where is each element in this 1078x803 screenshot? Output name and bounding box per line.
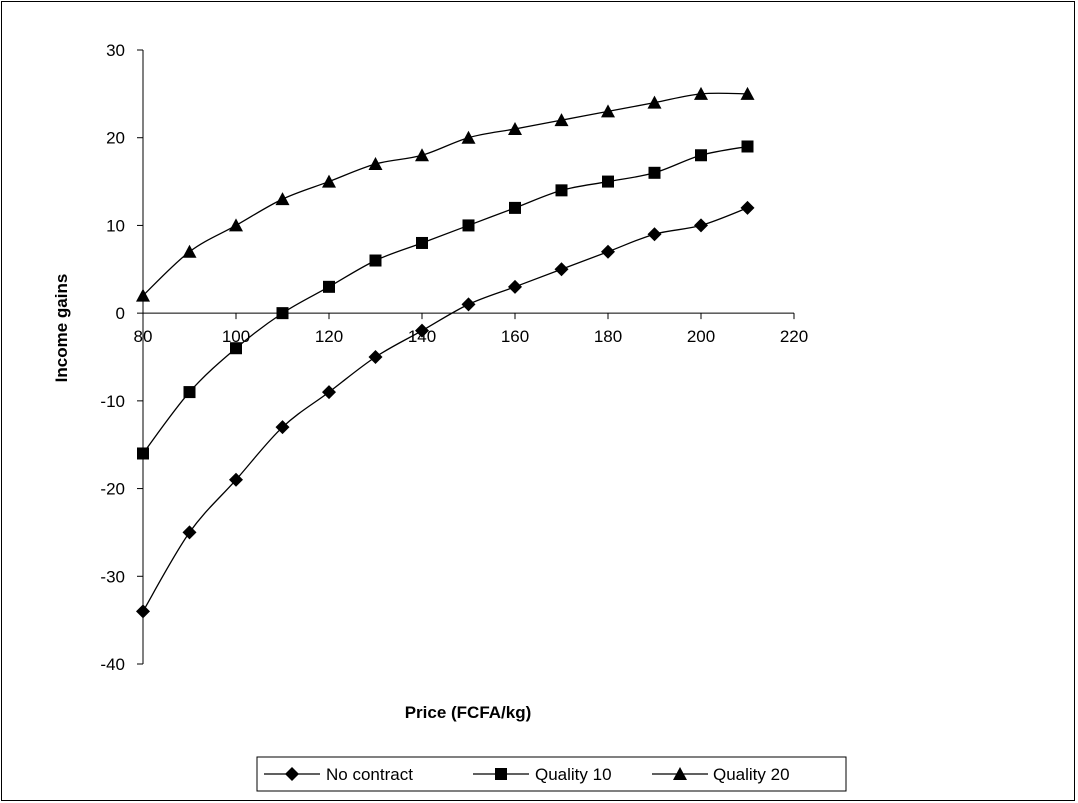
data-point xyxy=(136,604,150,619)
data-point xyxy=(695,149,707,162)
data-point xyxy=(183,386,196,399)
data-point xyxy=(741,140,754,153)
data-point xyxy=(322,385,336,400)
y-tick-label: -10 xyxy=(100,392,125,411)
data-point xyxy=(508,279,522,294)
data-point xyxy=(554,113,569,127)
data-point xyxy=(136,288,150,302)
data-point xyxy=(647,227,662,242)
y-tick-label: 0 xyxy=(116,304,125,323)
data-point xyxy=(555,184,568,197)
series-quality-20 xyxy=(136,86,755,302)
data-point xyxy=(275,192,290,206)
data-point xyxy=(509,201,521,214)
data-point xyxy=(182,525,197,540)
data-point xyxy=(602,175,614,188)
data-point xyxy=(369,254,382,267)
legend-box xyxy=(256,756,847,792)
data-point xyxy=(323,280,335,293)
data-point xyxy=(275,420,290,435)
y-tick-label: 10 xyxy=(106,216,125,235)
y-tick-label: -40 xyxy=(100,655,125,674)
data-point xyxy=(415,323,429,338)
legend-marker xyxy=(673,767,687,780)
data-point xyxy=(230,342,242,355)
data-point xyxy=(461,297,476,312)
data-point xyxy=(462,219,475,232)
data-point xyxy=(229,472,243,487)
y-tick-label: -30 xyxy=(100,567,125,586)
data-point xyxy=(740,200,755,215)
axes: 3020100-10-20-30-40801001201401601802002… xyxy=(100,41,808,674)
legend: No contract Quality 10 Quality 20 xyxy=(256,756,847,792)
x-axis-title: Price (FCFA/kg) xyxy=(405,703,532,722)
series-layer xyxy=(136,86,755,619)
y-tick-label: 30 xyxy=(106,41,125,60)
data-point xyxy=(601,104,615,118)
data-point xyxy=(416,236,428,249)
legend-label: No contract xyxy=(326,765,413,784)
series-line xyxy=(142,92,748,297)
x-tick-label: 180 xyxy=(594,327,622,346)
y-axis-title: Income gains xyxy=(52,274,71,383)
y-tick-label: 20 xyxy=(106,129,125,148)
x-tick-label: 100 xyxy=(222,327,250,346)
data-point xyxy=(694,86,708,100)
x-tick-label: 80 xyxy=(134,327,153,346)
data-point xyxy=(508,121,522,135)
data-point xyxy=(647,95,662,109)
data-point xyxy=(182,244,197,258)
data-point xyxy=(648,166,661,179)
series-quality-10 xyxy=(137,140,754,460)
data-point xyxy=(276,307,289,320)
data-point xyxy=(461,130,476,144)
data-point xyxy=(415,148,429,162)
legend-label: Quality 20 xyxy=(713,765,790,784)
x-tick-label: 200 xyxy=(687,327,715,346)
x-tick-label: 160 xyxy=(501,327,529,346)
data-point xyxy=(229,218,243,232)
data-point xyxy=(368,157,383,171)
data-point xyxy=(740,86,755,100)
data-point xyxy=(601,244,615,259)
legend-marker xyxy=(495,768,507,780)
y-tick-label: -20 xyxy=(100,480,125,499)
series-line xyxy=(142,145,748,454)
legend-label: Quality 10 xyxy=(535,765,612,784)
series-no-contract xyxy=(136,200,755,619)
x-tick-label: 120 xyxy=(315,327,343,346)
data-point xyxy=(322,174,336,188)
data-point xyxy=(368,350,383,364)
legend-marker xyxy=(285,767,299,781)
x-tick-label: 220 xyxy=(780,327,808,346)
data-point xyxy=(137,447,149,460)
series-line xyxy=(142,207,748,612)
data-point xyxy=(554,262,569,277)
data-point xyxy=(694,218,708,233)
